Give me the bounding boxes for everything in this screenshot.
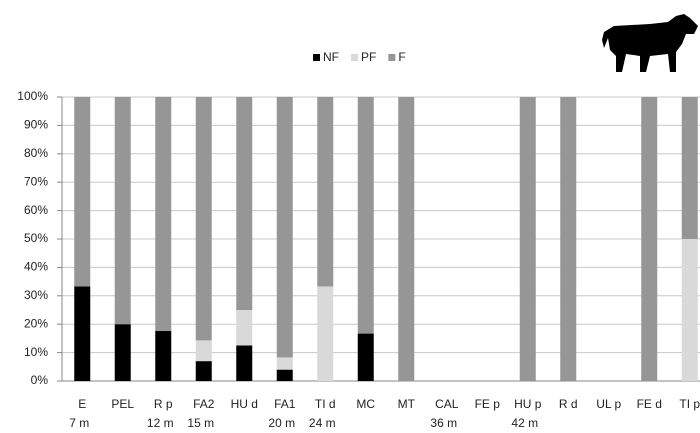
x-sublabel: 7 m (69, 416, 89, 430)
x-sublabel: 15 m (187, 416, 214, 430)
legend-swatch (313, 54, 320, 61)
x-tick-label: FE d (637, 397, 662, 411)
x-sublabel: 42 m (511, 416, 538, 430)
page: {"chart_data": {"type": "stacked_bar", "… (0, 0, 700, 433)
y-tick-label: 20% (24, 316, 48, 330)
x-sublabel: 20 m (268, 416, 295, 430)
bar-segment (277, 370, 293, 381)
bar-segment (641, 97, 657, 381)
x-tick-label: HU d (231, 397, 258, 411)
legend-swatch (351, 54, 358, 61)
bar-segment (682, 239, 698, 381)
bar-segment (317, 97, 333, 286)
bar-segment (317, 286, 333, 381)
bar-segment (236, 97, 252, 310)
bar-segment (155, 331, 171, 381)
x-sublabel: 24 m (309, 416, 336, 430)
bar-segment (358, 334, 374, 381)
bar-segment (682, 97, 698, 239)
bar-segment (196, 97, 212, 340)
x-sublabel: 12 m (147, 416, 174, 430)
x-tick-label: TI p (679, 397, 700, 411)
bar-segment (74, 97, 90, 286)
x-tick-label: FE p (475, 397, 501, 411)
bar-segment (196, 361, 212, 381)
y-tick-label: 100% (17, 89, 48, 103)
x-tick-label: MT (398, 397, 416, 411)
chart: 0% 10% 20% 30% 40% 50% 60% 70% 80% 90% 100% E 7 m PEL… (0, 0, 700, 433)
x-tick-label: UL p (596, 397, 621, 411)
x-tick-label: R d (559, 397, 578, 411)
x-tick-label: CAL (435, 397, 459, 411)
legend-label: F (398, 50, 405, 64)
bar-segment (155, 97, 171, 331)
y-tick-label: 10% (24, 345, 48, 359)
bar-segment (398, 97, 414, 381)
bar-segment (236, 310, 252, 346)
x-tick-label: R p (154, 397, 173, 411)
y-tick-label: 80% (24, 146, 48, 160)
bar-segment (115, 324, 131, 381)
bar-segment (74, 286, 90, 381)
cow-icon (602, 14, 698, 72)
bar-segment (236, 346, 252, 382)
x-tick-label: MC (356, 397, 375, 411)
y-tick-label: 30% (24, 288, 48, 302)
bar-segment (520, 97, 536, 381)
x-sublabel: 36 m (430, 416, 457, 430)
y-tick-label: 70% (24, 174, 48, 188)
bar-segment (358, 97, 374, 334)
bar-segment (277, 97, 293, 357)
legend-label: NF (323, 50, 339, 64)
x-tick-label: FA1 (274, 397, 296, 411)
x-tick-label: E (78, 397, 86, 411)
x-tick-label: PEL (111, 397, 134, 411)
bar-segment (196, 340, 212, 361)
bar-segment (560, 97, 576, 381)
y-tick-label: 0% (31, 373, 49, 387)
x-tick-label: FA2 (193, 397, 215, 411)
legend-label: PF (361, 50, 376, 64)
bar-segment (277, 357, 293, 369)
y-tick-label: 60% (24, 203, 48, 217)
x-tick-label: TI d (315, 397, 336, 411)
y-tick-label: 50% (24, 231, 48, 245)
legend-swatch (388, 54, 395, 61)
y-tick-label: 90% (24, 118, 48, 132)
y-tick-label: 40% (24, 260, 48, 274)
x-tick-label: HU p (514, 397, 542, 411)
bar-segment (115, 97, 131, 324)
